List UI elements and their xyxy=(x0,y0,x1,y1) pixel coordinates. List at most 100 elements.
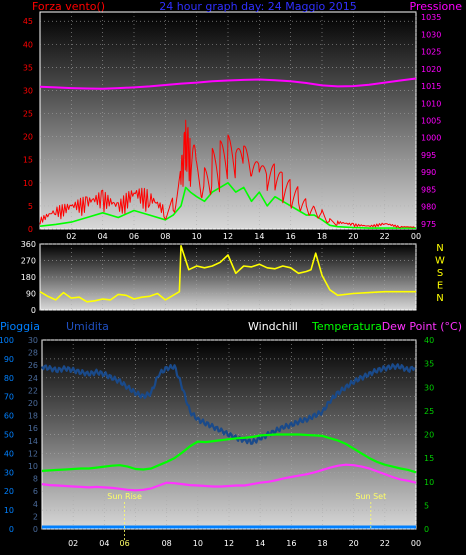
rain-y-tick: 30 xyxy=(4,468,14,477)
sun-rise-x-tick: 06 xyxy=(119,539,129,548)
rain-y-ticks: 0 10 20 30 40 50 60 70 80 90 100 xyxy=(0,336,14,534)
sun-set-label: Sun Set xyxy=(355,492,386,501)
humidity-y-tick: 16 xyxy=(28,424,38,433)
wind-gust-line xyxy=(39,182,416,229)
humidity-y-tick: 26 xyxy=(28,361,38,370)
humidity-y-tick: 24 xyxy=(28,374,38,383)
temperature-y-tick: 5 xyxy=(424,501,429,510)
pressure-y-tick: 1005 xyxy=(421,117,441,126)
wind-x-tick: 20 xyxy=(348,232,358,241)
humidity-y-tick: 0 xyxy=(33,525,38,534)
wind-y-tick: 20 xyxy=(23,133,33,142)
rain-y-tick: 100 xyxy=(0,336,14,345)
pressure-y-tick: 1015 xyxy=(421,82,441,91)
humidity-axis-label: Umidita xyxy=(66,320,109,333)
temperature-line xyxy=(41,433,417,474)
rain-y-tick: 60 xyxy=(4,412,14,421)
rain-y-tick: 70 xyxy=(4,393,14,402)
direction-series xyxy=(39,245,416,303)
dewpoint-axis-label: Dew Point (°C) xyxy=(382,320,462,333)
temperature-x-tick: 10 xyxy=(193,539,203,548)
direction-y-tick: 90 xyxy=(26,290,36,299)
humidity-y-tick: 10 xyxy=(28,462,38,471)
temperature-y-tick: 40 xyxy=(424,336,434,345)
wind-x-tick: 06 xyxy=(129,232,139,241)
direction-y-tick: 180 xyxy=(21,273,36,282)
wind-y-ticks: 0 5 10 15 20 25 30 35 40 45 xyxy=(23,17,33,234)
wind-x-tick: 22 xyxy=(380,232,390,241)
temperature-x-tick: 08 xyxy=(162,539,172,548)
sun-rise-label: Sun Rise xyxy=(107,492,142,501)
temperature-x-tick: 02 xyxy=(68,539,78,548)
pressure-y-tick: 1000 xyxy=(421,134,441,143)
humidity-y-tick: 20 xyxy=(28,399,38,408)
pressure-y-tick: 985 xyxy=(421,185,436,194)
direction-y-tick: 360 xyxy=(21,240,36,249)
compass-label: N xyxy=(436,243,443,254)
wind-x-tick: 00 xyxy=(411,232,421,241)
temperature-x-tick: 12 xyxy=(224,539,234,548)
rain-axis-label: Pioggia xyxy=(0,320,40,333)
rain-y-tick: 80 xyxy=(4,374,14,383)
wind-y-tick: 15 xyxy=(23,156,33,165)
pressure-line xyxy=(39,77,417,90)
humidity-y-tick: 8 xyxy=(33,475,38,484)
pressure-y-ticks: 975 980 985 990 995 1000 1005 1010 1015 1020 1025 1… xyxy=(421,13,441,229)
compass-label: W xyxy=(435,256,445,267)
direction-y-tick: 270 xyxy=(21,257,36,266)
wind-series xyxy=(39,77,417,229)
temperature-x-tick: 14 xyxy=(255,539,265,548)
wind-x-tick: 16 xyxy=(286,232,296,241)
humidity-y-tick: 22 xyxy=(28,386,38,395)
wind-x-tick: 14 xyxy=(254,232,264,241)
direction-grid xyxy=(40,243,417,311)
wind-x-tick: 08 xyxy=(160,232,170,241)
rain-y-tick: 20 xyxy=(4,487,14,496)
temperature-y-tick: 10 xyxy=(424,478,434,487)
rain-y-tick: 0 xyxy=(9,525,14,534)
rain-y-tick: 10 xyxy=(4,506,14,515)
temperature-x-tick: 18 xyxy=(317,539,327,548)
temperature-x-tick: 22 xyxy=(380,539,390,548)
temperature-axis-label: Temperatura xyxy=(311,320,382,333)
temperature-y-tick: 35 xyxy=(424,360,434,369)
pressure-y-tick: 1035 xyxy=(421,13,441,22)
compass-label: E xyxy=(437,281,443,292)
wind-x-tick: 10 xyxy=(192,232,202,241)
temperature-y-tick: 25 xyxy=(424,407,434,416)
temperature-x-tick: 00 xyxy=(411,539,421,548)
humidity-y-tick: 12 xyxy=(28,449,38,458)
wind-x-tick: 18 xyxy=(317,232,327,241)
wind-y-tick: 30 xyxy=(23,86,33,95)
pressure-y-tick: 1025 xyxy=(421,48,441,57)
humidity-y-tick: 4 xyxy=(33,500,38,509)
pressure-y-tick: 1020 xyxy=(421,65,441,74)
dewpoint-line xyxy=(41,463,417,492)
temperature-y-tick: 30 xyxy=(424,383,434,392)
wind-x-tick: 04 xyxy=(98,232,108,241)
compass-label: N xyxy=(436,293,443,304)
humidity-y-tick: 2 xyxy=(33,512,38,521)
humidity-y-tick: 28 xyxy=(28,349,38,358)
compass-label: S xyxy=(437,268,443,279)
humidity-y-tick: 14 xyxy=(28,437,38,446)
temperature-y-tick: 20 xyxy=(424,431,434,440)
temperature-y-tick: 0 xyxy=(424,525,429,534)
temperature-x-tick: 16 xyxy=(286,539,296,548)
wind-direction-line xyxy=(39,245,416,303)
wind-y-tick: 25 xyxy=(23,110,33,119)
sun-markers: Sun Rise Sun Set 06 xyxy=(107,492,386,548)
temperature-x-tick: 04 xyxy=(99,539,109,548)
wind-x-tick: 12 xyxy=(223,232,233,241)
pressure-y-tick: 975 xyxy=(421,220,436,229)
wind-axis-label: Forza vento() xyxy=(32,0,105,13)
pressure-y-tick: 995 xyxy=(421,151,436,160)
wind-speed-line xyxy=(39,119,415,229)
wind-x-tick: 02 xyxy=(66,232,76,241)
humidity-line xyxy=(41,363,416,445)
